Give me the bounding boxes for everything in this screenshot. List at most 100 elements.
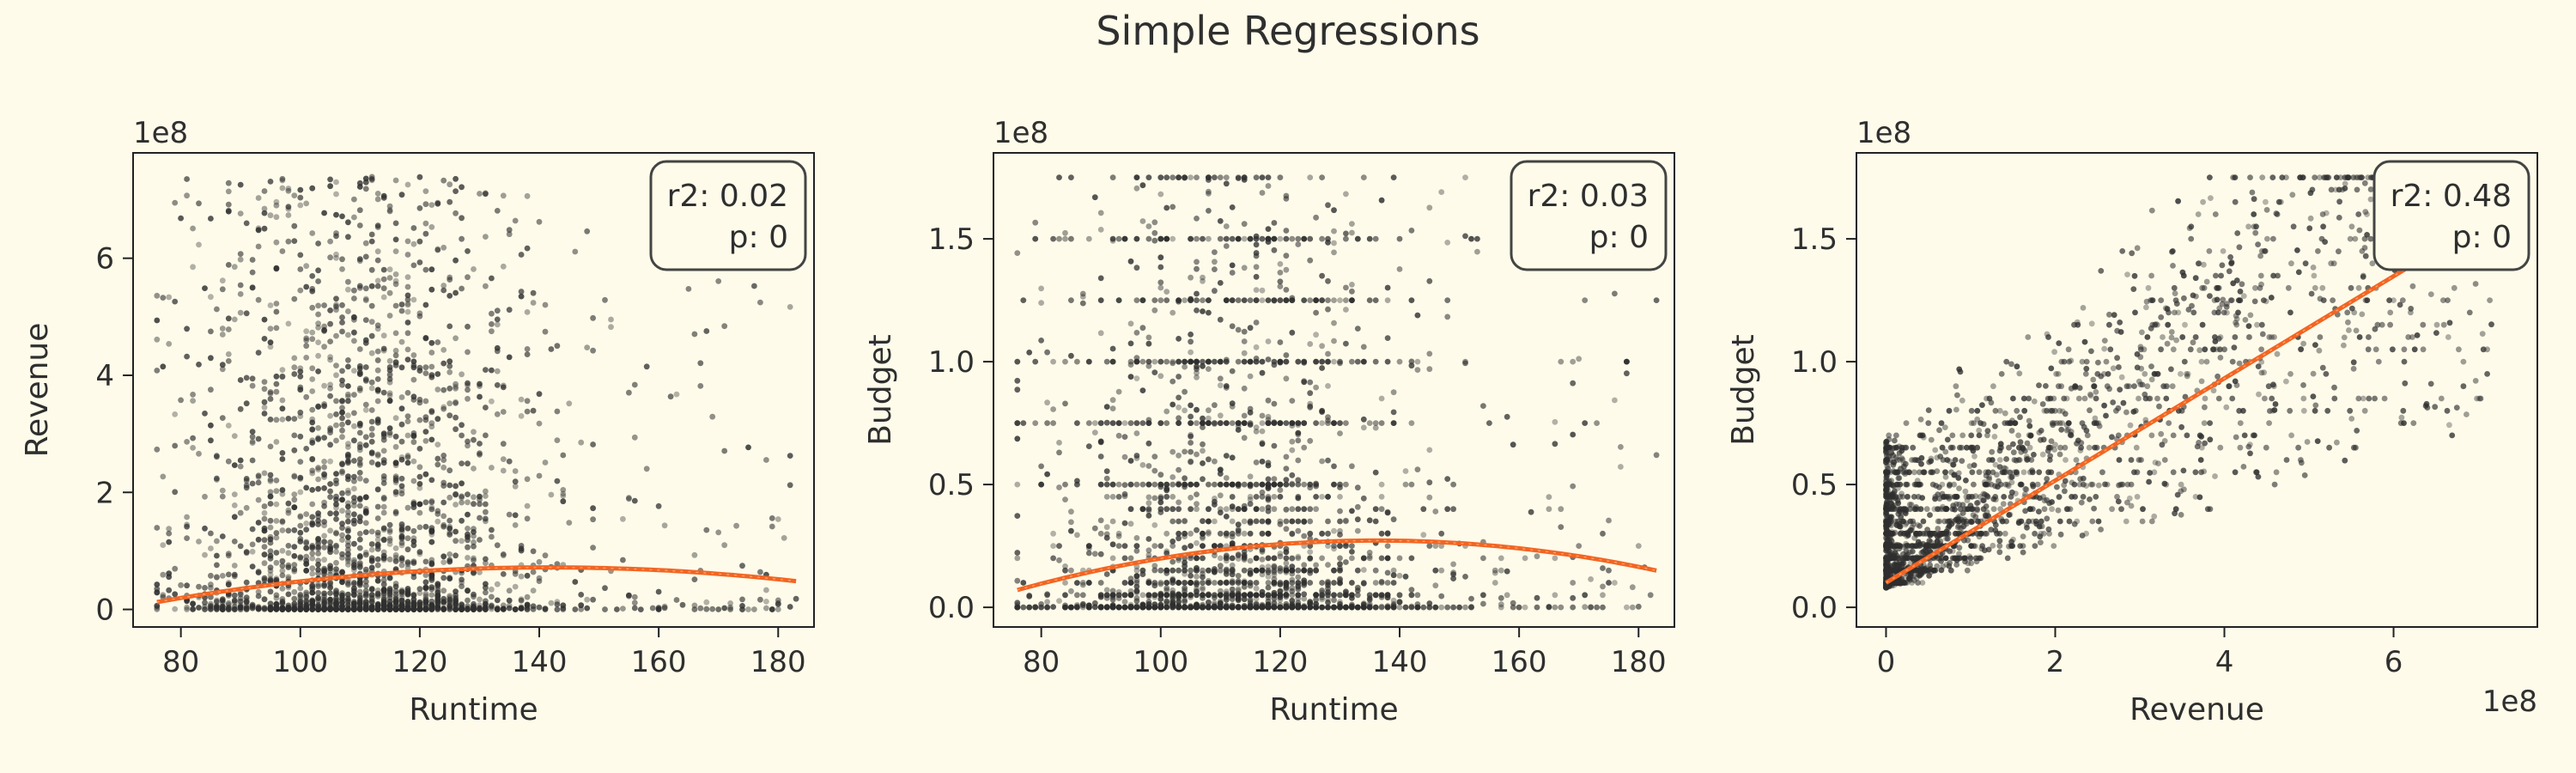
scatter-point xyxy=(333,303,339,310)
scatter-point xyxy=(428,286,435,293)
scatter-point xyxy=(2061,395,2068,402)
scatter-point xyxy=(453,414,459,421)
scatter-point xyxy=(1271,476,1278,482)
scatter-point xyxy=(1206,529,1212,535)
scatter-point xyxy=(1307,506,1314,513)
scatter-point xyxy=(1337,420,1343,426)
scatter-point xyxy=(1444,476,1451,482)
scatter-point xyxy=(356,536,363,543)
scatter-point xyxy=(208,437,214,444)
scatter-point xyxy=(739,563,745,569)
scatter-point xyxy=(590,545,596,551)
scatter-point xyxy=(1212,259,1218,265)
scatter-point xyxy=(447,526,453,532)
scatter-point xyxy=(172,442,179,449)
scatter-point xyxy=(208,328,214,335)
scatter-point xyxy=(1295,580,1302,586)
scatter-point xyxy=(1337,555,1343,562)
scatter-point xyxy=(380,434,387,440)
scatter-point xyxy=(1068,352,1074,359)
scatter-point xyxy=(1206,235,1212,242)
scatter-point xyxy=(1115,530,1122,537)
scatter-point xyxy=(1212,266,1218,272)
scatter-point xyxy=(398,539,405,546)
scatter-point xyxy=(231,598,238,604)
scatter-point xyxy=(362,377,369,384)
scatter-point xyxy=(2356,227,2363,234)
scatter-point xyxy=(1188,332,1194,338)
scatter-point xyxy=(1259,571,1266,578)
scatter-point xyxy=(500,551,507,557)
scatter-point xyxy=(255,520,262,526)
scatter-point xyxy=(1200,476,1206,483)
scatter-point xyxy=(1194,555,1200,562)
scatter-point xyxy=(273,198,280,205)
scatter-point xyxy=(333,591,339,598)
x-axis-label: Runtime xyxy=(409,692,538,727)
scatter-point xyxy=(1235,297,1242,303)
scatter-point xyxy=(1074,580,1080,586)
scatter-point xyxy=(279,417,286,423)
scatter-point xyxy=(1170,481,1176,488)
scatter-point xyxy=(1056,543,1062,549)
scatter-point xyxy=(1360,600,1367,606)
scatter-point xyxy=(362,337,369,344)
scatter-point xyxy=(1133,481,1140,488)
scatter-point xyxy=(1229,592,1236,599)
scatter-point xyxy=(1109,541,1116,548)
scatter-point xyxy=(416,310,423,317)
scatter-point xyxy=(1145,500,1152,507)
scatter-point xyxy=(1337,575,1343,582)
scatter-point xyxy=(333,496,339,503)
scatter-point xyxy=(1546,604,1552,611)
scatter-point xyxy=(368,528,375,535)
scatter-point xyxy=(471,557,477,563)
scatter-point xyxy=(309,606,316,612)
scatter-point xyxy=(1217,555,1224,562)
scatter-point xyxy=(1450,571,1456,577)
scatter-point xyxy=(1456,604,1462,611)
scatter-point xyxy=(1014,555,1021,562)
scatter-point xyxy=(626,592,632,599)
scatter-point xyxy=(380,294,387,301)
scatter-point xyxy=(249,284,256,291)
axes-frame xyxy=(993,152,1675,628)
scatter-point xyxy=(422,499,429,506)
scatter-point xyxy=(1212,543,1218,549)
scatter-point xyxy=(374,388,381,394)
scatter-point xyxy=(333,179,339,186)
scatter-point xyxy=(315,476,321,483)
scatter-point xyxy=(1372,297,1379,303)
scatter-point xyxy=(1277,601,1284,608)
scatter-point xyxy=(351,478,357,484)
scatter-point xyxy=(362,520,369,526)
scatter-point xyxy=(1200,570,1206,577)
scatter-point xyxy=(578,439,585,446)
scatter-point xyxy=(261,399,268,405)
scatter-point xyxy=(1014,435,1021,442)
scatter-point xyxy=(356,514,363,520)
scatter-point xyxy=(1241,297,1248,303)
scatter-point xyxy=(237,604,244,611)
scatter-point xyxy=(1157,254,1164,261)
scatter-point xyxy=(285,543,292,549)
scatter-point xyxy=(739,603,745,609)
scatter-point xyxy=(279,490,286,497)
scatter-point xyxy=(1145,417,1152,423)
scatter-point xyxy=(1163,297,1170,303)
scatter-point xyxy=(160,363,167,370)
scatter-point xyxy=(1163,494,1170,500)
scatter-point xyxy=(477,537,483,543)
scatter-point xyxy=(1444,604,1451,611)
scatter-point xyxy=(1151,601,1158,608)
scatter-point xyxy=(1188,433,1194,440)
scatter-point xyxy=(333,501,339,508)
scatter-point xyxy=(1200,308,1206,314)
scatter-point xyxy=(1480,592,1486,599)
scatter-point xyxy=(775,600,781,606)
scatter-point xyxy=(398,562,405,569)
scatter-point xyxy=(1402,468,1409,474)
scatter-point xyxy=(1360,424,1367,431)
scatter-point xyxy=(1056,449,1062,456)
scatter-point xyxy=(1259,420,1266,426)
